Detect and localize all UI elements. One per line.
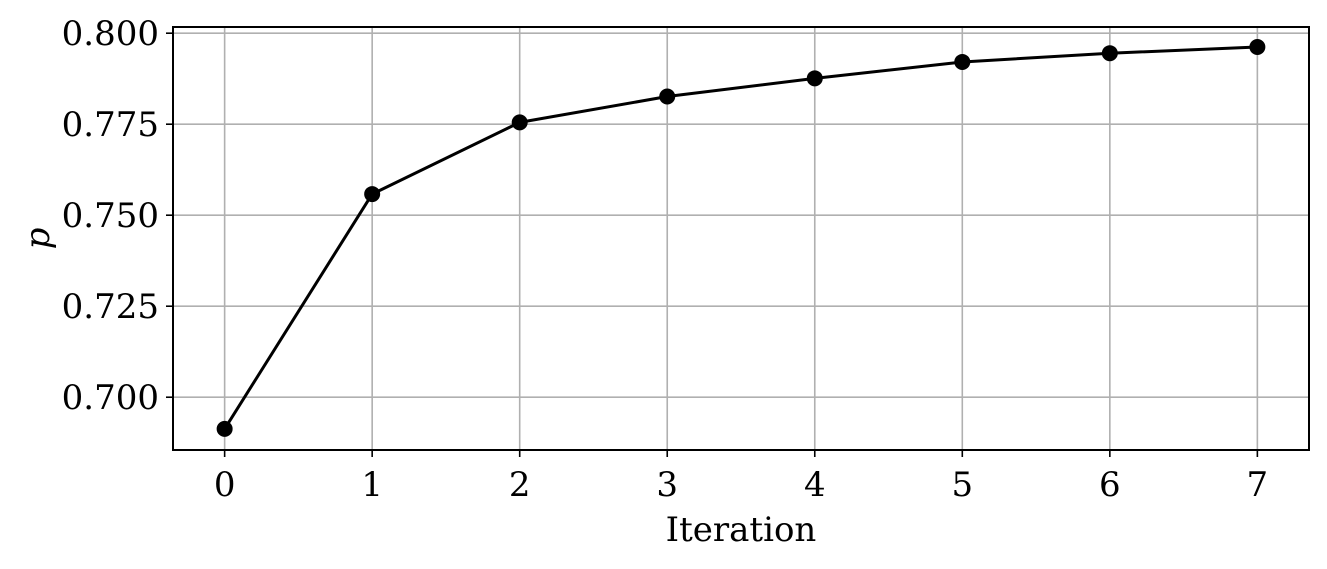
grid-lines	[173, 27, 1309, 450]
data-series	[216, 39, 1266, 437]
x-tick-label: 4	[804, 465, 826, 505]
data-point	[364, 186, 381, 203]
data-point	[659, 88, 676, 105]
x-tick-label: 1	[361, 465, 383, 505]
y-tick-label: 0.775	[62, 105, 159, 145]
series-line	[223, 45, 1258, 430]
y-axis-ticks: 0.700 0.725 0.750 0.775 0.800	[62, 14, 173, 418]
x-tick-label: 6	[1099, 465, 1121, 505]
data-point	[1101, 45, 1118, 62]
y-tick-label: 0.700	[62, 378, 159, 418]
y-tick-label: 0.800	[62, 14, 159, 54]
data-point	[511, 114, 528, 131]
y-tick-label: 0.750	[62, 196, 159, 236]
x-axis-title: Iteration	[666, 510, 817, 550]
x-tick-label: 3	[656, 465, 678, 505]
plot-area-frame	[172, 26, 1310, 451]
x-tick-label: 7	[1247, 465, 1269, 505]
data-point	[954, 53, 971, 70]
x-tick-label: 0	[214, 465, 236, 505]
data-point	[1249, 39, 1266, 56]
data-point	[216, 420, 233, 437]
y-axis-title: p	[18, 228, 58, 250]
data-point	[806, 70, 823, 87]
y-tick-label: 0.725	[62, 287, 159, 327]
x-axis-ticks: 0 1 2 3 4 5 6 7	[214, 450, 1268, 505]
x-tick-label: 2	[509, 465, 531, 505]
x-tick-label: 5	[951, 465, 973, 505]
